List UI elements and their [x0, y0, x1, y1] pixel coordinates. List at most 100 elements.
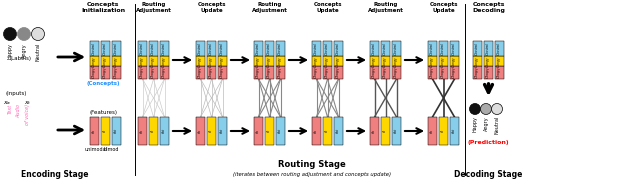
Text: $C_{happy}$: $C_{happy}$: [334, 66, 343, 79]
Bar: [207, 66, 216, 79]
Bar: [138, 66, 147, 79]
Bar: [276, 117, 285, 145]
Text: Text: Text: [8, 104, 13, 114]
Text: $C_{angry}$: $C_{angry}$: [276, 55, 285, 68]
Text: $x_t$: $x_t$: [24, 99, 32, 107]
Text: $f_a$: $f_a$: [313, 128, 320, 134]
Text: $C_{angry}$: $C_{angry}$: [323, 55, 332, 68]
Bar: [196, 117, 205, 145]
Bar: [218, 41, 227, 56]
Bar: [370, 41, 379, 56]
Text: $C_{neutral}$: $C_{neutral}$: [484, 41, 492, 56]
Bar: [90, 56, 99, 66]
Text: Routing
Adjustment: Routing Adjustment: [136, 2, 172, 13]
Bar: [381, 41, 390, 56]
Bar: [495, 41, 504, 56]
Text: unimodal: unimodal: [84, 147, 108, 152]
Bar: [101, 56, 110, 66]
Bar: [323, 41, 332, 56]
Text: $C_{angry}$: $C_{angry}$: [138, 55, 147, 68]
Text: $C_{angry}$: $C_{angry}$: [265, 55, 274, 68]
Text: bimod: bimod: [103, 147, 119, 152]
Bar: [265, 66, 274, 79]
Bar: [439, 41, 448, 56]
Bar: [334, 41, 343, 56]
Bar: [218, 117, 227, 145]
Text: $C_{angry}$: $C_{angry}$: [484, 55, 493, 68]
Text: $C_{angry}$: $C_{angry}$: [450, 55, 459, 68]
Bar: [312, 117, 321, 145]
Text: $f_{at}$: $f_{at}$: [276, 128, 284, 134]
Text: $C_{neutral}$: $C_{neutral}$: [139, 41, 147, 56]
Text: Routing
Adjustment: Routing Adjustment: [252, 2, 287, 13]
Text: $C_{neutral}$: $C_{neutral}$: [313, 41, 320, 56]
Bar: [276, 66, 285, 79]
Circle shape: [31, 27, 45, 41]
Text: $C_{angry}$: $C_{angry}$: [428, 55, 437, 68]
Text: $f_{at}$: $f_{at}$: [161, 128, 168, 134]
Bar: [218, 66, 227, 79]
Bar: [392, 117, 401, 145]
Circle shape: [481, 103, 492, 114]
Text: $C_{angry}$: $C_{angry}$: [381, 55, 390, 68]
Bar: [160, 56, 169, 66]
Text: $C_{happy}$: $C_{happy}$: [381, 66, 390, 79]
Text: $C_{neutral}$: $C_{neutral}$: [474, 41, 481, 56]
Text: $f_a$: $f_a$: [255, 128, 262, 134]
Text: Decoding Stage: Decoding Stage: [454, 170, 523, 179]
Text: (Prediction): (Prediction): [468, 140, 509, 145]
Bar: [381, 66, 390, 79]
Bar: [450, 41, 459, 56]
Bar: [138, 117, 147, 145]
Text: $f_{at}$: $f_{at}$: [335, 128, 342, 134]
Text: $C_{happy}$: $C_{happy}$: [149, 66, 158, 79]
Text: Concepts
Decoding: Concepts Decoding: [472, 2, 505, 13]
Bar: [160, 117, 169, 145]
Text: Neutral: Neutral: [35, 43, 40, 61]
Text: $f_{at}$: $f_{at}$: [219, 128, 227, 134]
Text: $C_{neutral}$: $C_{neutral}$: [113, 41, 120, 56]
Text: Routing Stage: Routing Stage: [278, 160, 346, 169]
Text: Audio: Audio: [17, 104, 22, 118]
Text: $f_{at}$: $f_{at}$: [451, 128, 458, 134]
Text: $C_{neutral}$: $C_{neutral}$: [208, 41, 215, 56]
Bar: [450, 56, 459, 66]
Bar: [370, 56, 379, 66]
Bar: [196, 41, 205, 56]
Text: $C_{happy}$: $C_{happy}$: [112, 66, 121, 79]
Text: $C_{happy}$: $C_{happy}$: [473, 66, 482, 79]
Bar: [254, 66, 263, 79]
Bar: [265, 56, 274, 66]
Text: $C_{happy}$: $C_{happy}$: [90, 66, 99, 79]
Bar: [265, 41, 274, 56]
Text: $C_{angry}$: $C_{angry}$: [101, 55, 110, 68]
Bar: [334, 117, 343, 145]
Bar: [160, 66, 169, 79]
Text: $f_a$: $f_a$: [429, 128, 436, 134]
Bar: [265, 117, 274, 145]
Bar: [392, 56, 401, 66]
Bar: [101, 117, 110, 145]
Bar: [484, 56, 493, 66]
Text: Neutral: Neutral: [495, 116, 499, 134]
Bar: [160, 41, 169, 56]
Text: $C_{neutral}$: $C_{neutral}$: [496, 41, 503, 56]
Text: $C_{angry}$: $C_{angry}$: [473, 55, 482, 68]
Bar: [149, 56, 158, 66]
Text: $f_{at}$: $f_{at}$: [393, 128, 400, 134]
Text: $f_t$: $f_t$: [208, 129, 215, 133]
Text: $C_{neutral}$: $C_{neutral}$: [371, 41, 378, 56]
Text: $C_{neutral}$: $C_{neutral}$: [150, 41, 157, 56]
Text: $C_{happy}$: $C_{happy}$: [276, 66, 285, 79]
Bar: [392, 66, 401, 79]
Text: Encoding Stage: Encoding Stage: [21, 170, 89, 179]
Text: Happy: Happy: [472, 116, 477, 132]
Text: $C_{neutral}$: $C_{neutral}$: [196, 41, 204, 56]
Text: of voice): of voice): [26, 104, 31, 125]
Text: (iterates between routing adjustment and concepts update): (iterates between routing adjustment and…: [233, 172, 391, 177]
Bar: [112, 56, 121, 66]
Text: $C_{angry}$: $C_{angry}$: [254, 55, 263, 68]
Bar: [138, 56, 147, 66]
Text: Routing
Adjustment: Routing Adjustment: [367, 2, 403, 13]
Bar: [312, 41, 321, 56]
